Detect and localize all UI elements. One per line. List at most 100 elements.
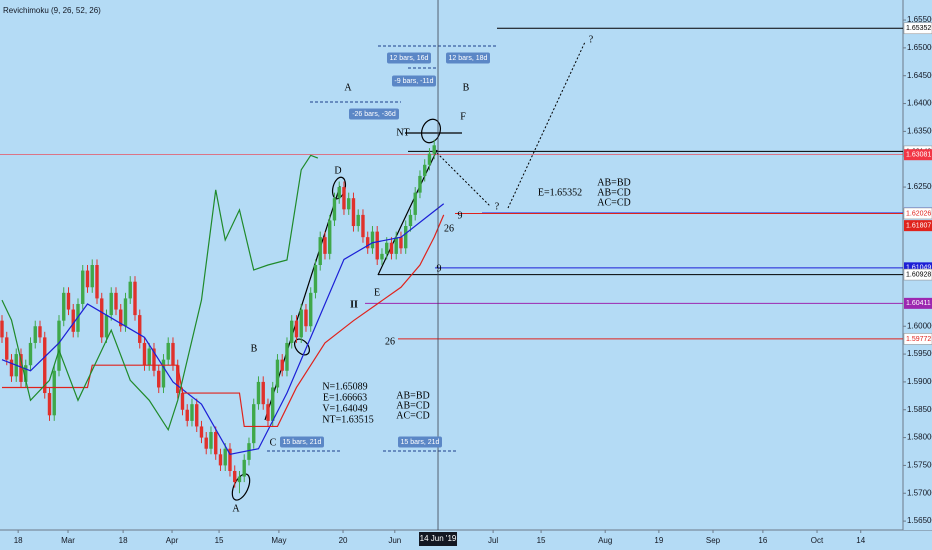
candle-body (185, 409, 189, 421)
x-tick-label: Aug (598, 536, 612, 545)
annotation: ? (589, 34, 594, 45)
level-label: 1.62026 (906, 210, 931, 217)
candle-body (228, 448, 232, 471)
x-tick-label: 18 (119, 536, 128, 545)
candle-body (138, 315, 142, 343)
candle-body (432, 145, 436, 154)
annotation: AB=CD (597, 187, 630, 198)
candle-body (337, 187, 341, 199)
annotation: E=1.66663 (323, 392, 367, 403)
x-tick-label: 19 (654, 536, 663, 545)
x-tick-label: May (271, 536, 286, 545)
indicator-line (1, 154, 319, 432)
level-box (904, 297, 932, 309)
annotation: AC=CD (597, 197, 630, 208)
candle-body (119, 309, 123, 327)
y-tick-label: 1.59500 (907, 349, 932, 358)
candle-body (313, 265, 318, 293)
candle-body (57, 320, 61, 371)
level-label: 1.59772 (906, 336, 931, 343)
candle-body (190, 404, 194, 421)
measure-label: 12 bars, 16d (390, 55, 429, 62)
candle-body (147, 348, 151, 366)
indicator-line (1, 214, 445, 428)
annotation: N=1.65089 (322, 381, 367, 392)
level-box (903, 207, 932, 220)
candle-body (204, 437, 208, 449)
candle-body (290, 320, 294, 343)
measure-box (387, 52, 431, 64)
annotation: AB=BD (597, 177, 630, 188)
x-tick-label: 16 (758, 536, 767, 545)
candle-body (299, 309, 303, 338)
level-label: 1.60928 (906, 271, 931, 278)
measure-label: -9 bars, -11d (394, 78, 433, 85)
cursor-box (419, 532, 458, 546)
candle-body (38, 326, 42, 338)
x-tick-label: Oct (811, 536, 824, 545)
ellipse (420, 118, 442, 144)
annotation: F (460, 111, 466, 122)
candle-body (214, 432, 218, 455)
candle-body (195, 404, 199, 427)
candle-body (24, 365, 28, 382)
candle-body (294, 320, 299, 338)
x-tick-label: Apr (166, 536, 179, 545)
level-box (904, 220, 932, 232)
measure-box (349, 108, 399, 120)
measure-box (398, 436, 442, 448)
annotation: E=1.65352 (538, 187, 582, 198)
annotation: ? (495, 201, 500, 212)
level-box (904, 149, 932, 161)
measure-label: 12 bars, 18d (449, 55, 488, 62)
candle-body (62, 292, 66, 321)
annotation: B (251, 343, 258, 354)
candle-body (123, 298, 128, 327)
candle-body (423, 164, 427, 176)
candle-body (100, 298, 104, 338)
annotation: NT=1.63515 (322, 414, 373, 425)
candle-body (304, 309, 308, 327)
candle-body (413, 192, 417, 215)
candle-body (66, 292, 71, 310)
level-label: 1.61807 (906, 222, 931, 229)
candle-body (52, 370, 56, 416)
candle-body (43, 337, 47, 394)
candle-body (252, 404, 256, 444)
candle-body (47, 393, 52, 416)
candle-body (85, 270, 90, 288)
cursor-label: 14 Jun '19 (420, 534, 457, 543)
annotation: 26 (385, 336, 395, 347)
candle-body (351, 198, 356, 227)
candle-body (356, 214, 360, 227)
candle-body (237, 476, 242, 483)
candle-body (71, 309, 75, 332)
annotation: AC=CD (396, 410, 429, 421)
candle-body (28, 342, 33, 366)
annotation: 9 (437, 263, 442, 274)
annotation: V=1.64049 (322, 403, 367, 414)
measure-arrows (267, 45, 496, 452)
y-tick-label: 1.57000 (907, 488, 932, 497)
x-tick-label: Jun (388, 536, 401, 545)
candle-body (309, 292, 313, 327)
candle-body (342, 187, 346, 210)
candle-body (128, 281, 132, 299)
level-box (903, 268, 932, 281)
level-box (904, 262, 932, 274)
candle-body (90, 265, 94, 288)
candle-body (104, 315, 109, 338)
measure-box (446, 52, 490, 64)
candle-body (33, 326, 37, 343)
candle-body (275, 359, 280, 388)
candle-body (133, 281, 137, 316)
measure-label: 15 bars, 21d (401, 439, 440, 446)
candle-body (0, 320, 4, 338)
annotation: C (270, 437, 277, 448)
y-tick-label: 1.56500 (907, 516, 932, 525)
candle-body (361, 214, 365, 238)
level-box (903, 333, 932, 345)
candle-body (166, 342, 170, 360)
